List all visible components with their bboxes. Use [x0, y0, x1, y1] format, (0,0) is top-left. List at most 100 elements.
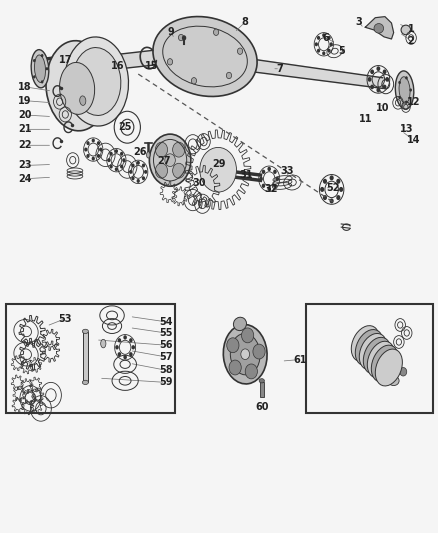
Text: 8: 8 [242, 17, 249, 27]
Circle shape [268, 187, 271, 191]
Circle shape [131, 345, 135, 350]
Text: 11: 11 [359, 114, 372, 124]
Ellipse shape [259, 378, 265, 383]
Circle shape [97, 154, 100, 158]
Circle shape [410, 88, 412, 92]
Circle shape [92, 139, 95, 142]
Circle shape [370, 85, 374, 90]
Text: 25: 25 [118, 122, 132, 132]
Circle shape [323, 195, 327, 200]
Text: 19: 19 [18, 95, 32, 106]
Polygon shape [365, 17, 394, 39]
Ellipse shape [371, 345, 399, 382]
Text: 31: 31 [239, 170, 253, 180]
Circle shape [336, 179, 340, 184]
Circle shape [405, 101, 408, 104]
Circle shape [383, 69, 386, 74]
Ellipse shape [65, 37, 128, 126]
Circle shape [273, 183, 277, 188]
Circle shape [329, 198, 334, 204]
Circle shape [241, 349, 250, 360]
Circle shape [142, 176, 145, 180]
Circle shape [229, 360, 241, 375]
Circle shape [84, 148, 88, 151]
Ellipse shape [73, 47, 121, 116]
Circle shape [131, 176, 134, 180]
Circle shape [376, 88, 380, 92]
Text: 60: 60 [255, 402, 268, 413]
Circle shape [276, 176, 279, 181]
Circle shape [339, 187, 343, 192]
Ellipse shape [46, 41, 108, 131]
Text: 9: 9 [168, 27, 174, 37]
Text: 1: 1 [408, 24, 414, 34]
Circle shape [322, 51, 325, 55]
Circle shape [142, 164, 145, 167]
Circle shape [86, 141, 90, 145]
Text: 6: 6 [323, 33, 329, 43]
Bar [83, 332, 88, 382]
Bar [306, 304, 433, 413]
Circle shape [376, 66, 380, 71]
Circle shape [118, 338, 121, 343]
Circle shape [178, 34, 184, 41]
Circle shape [107, 158, 110, 162]
Circle shape [120, 152, 123, 156]
Text: 33: 33 [280, 166, 293, 176]
Circle shape [173, 142, 185, 157]
Circle shape [405, 76, 408, 79]
Circle shape [273, 169, 277, 174]
Text: 13: 13 [400, 124, 413, 134]
Polygon shape [245, 58, 383, 88]
Circle shape [165, 154, 175, 166]
Circle shape [400, 368, 407, 376]
Ellipse shape [233, 317, 247, 330]
Text: 58: 58 [159, 365, 173, 375]
Text: 20: 20 [18, 110, 32, 120]
Text: 59: 59 [159, 377, 173, 387]
Text: 12: 12 [406, 96, 420, 107]
Text: 17: 17 [59, 55, 72, 65]
Circle shape [41, 54, 43, 57]
Ellipse shape [147, 152, 150, 158]
Circle shape [226, 72, 232, 79]
Text: 53: 53 [59, 313, 72, 324]
Circle shape [115, 345, 119, 350]
Circle shape [191, 78, 197, 84]
Text: 26: 26 [134, 147, 147, 157]
Ellipse shape [230, 334, 260, 375]
Circle shape [268, 167, 271, 171]
Circle shape [137, 179, 140, 183]
Ellipse shape [149, 134, 191, 186]
Ellipse shape [359, 334, 387, 370]
Circle shape [137, 161, 140, 165]
Text: 23: 23 [18, 160, 32, 171]
Ellipse shape [82, 329, 88, 334]
Text: 52: 52 [326, 183, 339, 193]
Ellipse shape [399, 77, 410, 103]
Circle shape [261, 169, 265, 174]
Circle shape [328, 49, 331, 53]
Circle shape [131, 164, 134, 167]
Ellipse shape [35, 55, 46, 83]
Ellipse shape [153, 17, 257, 96]
Circle shape [329, 175, 334, 180]
Text: 61: 61 [293, 354, 307, 365]
Text: 21: 21 [18, 124, 32, 134]
Circle shape [124, 335, 127, 340]
Ellipse shape [355, 329, 383, 366]
Circle shape [259, 176, 263, 181]
Text: 24: 24 [18, 174, 32, 184]
Text: 22: 22 [18, 140, 32, 150]
Circle shape [129, 352, 133, 357]
Text: 14: 14 [406, 135, 420, 145]
Circle shape [97, 141, 100, 145]
Ellipse shape [351, 326, 379, 361]
Circle shape [167, 59, 173, 65]
Circle shape [129, 338, 133, 343]
Circle shape [118, 352, 121, 357]
Circle shape [110, 152, 113, 156]
Circle shape [398, 81, 401, 84]
Circle shape [115, 149, 118, 153]
Ellipse shape [375, 349, 403, 386]
